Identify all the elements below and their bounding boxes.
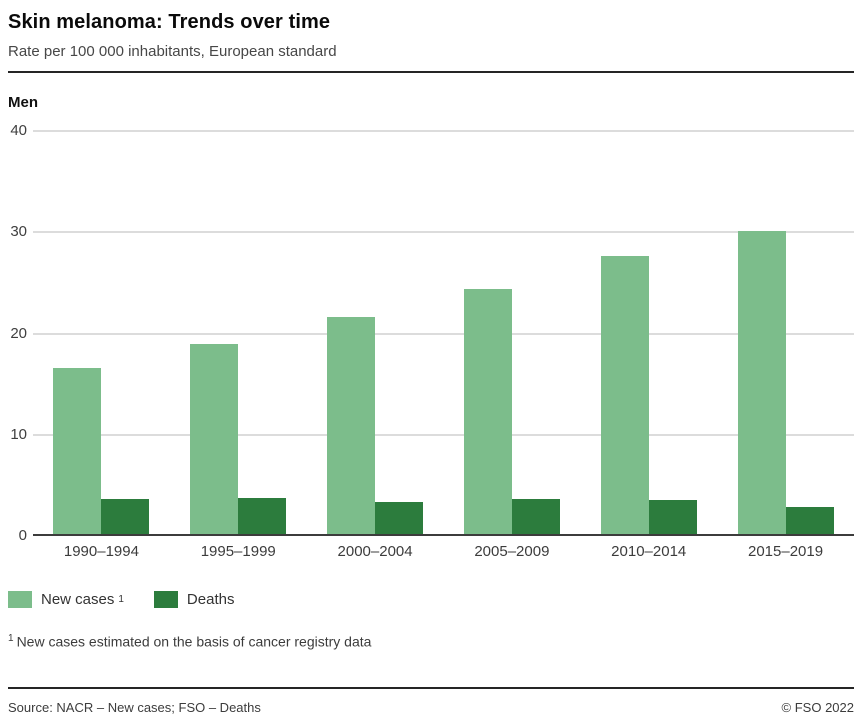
legend-item-deaths: Deaths: [153, 591, 235, 608]
legend-footnote-marker: 1: [118, 594, 124, 605]
bar-new-cases-2010-2014: [600, 255, 649, 536]
footer-source: Source: NACR – New cases; FSO – Deaths: [8, 700, 261, 715]
x-axis-line: [33, 534, 854, 536]
x-tick-label-1990-1994: 1990–1994: [63, 543, 139, 560]
bar-new-cases-2000-2004: [327, 317, 376, 536]
gridline-40: [33, 130, 854, 132]
x-tick-label-1995-1999: 1995–1999: [200, 543, 276, 560]
footer-copyright: © FSO 2022: [781, 700, 854, 715]
legend-label: New cases: [41, 591, 115, 608]
bar-deaths-1990-1994: [101, 498, 150, 536]
legend-swatch-icon: [8, 591, 32, 608]
bar-group-2010-2014: [600, 131, 697, 536]
y-tick-label-40: 40: [10, 122, 27, 139]
bar-group-2000-2004: [327, 131, 424, 536]
footnote: 1 New cases estimated on the basis of can…: [8, 633, 854, 650]
bar-groups: [33, 131, 854, 536]
gridline-10: [33, 433, 854, 436]
header-divider: [8, 71, 854, 73]
bar-chart: 0 10 20 30 40 1990–1994 1995–1999 2000–2004 200…: [8, 122, 854, 560]
plot-area: 0 10 20 30 40: [10, 122, 854, 544]
footer: Source: NACR – New cases; FSO – Deaths ©…: [8, 687, 854, 715]
gridline-20: [33, 332, 854, 335]
footnote-text: New cases estimated on the basis of canc…: [16, 633, 372, 650]
x-tick-label-2005-2009: 2005–2009: [474, 543, 550, 560]
legend-label: Deaths: [186, 591, 235, 608]
footnote-marker: 1: [8, 633, 14, 644]
y-tick-label-20: 20: [10, 324, 27, 342]
page-subtitle: Rate per 100 000 inhabitants, European s…: [8, 43, 337, 60]
bar-deaths-1995-1999: [238, 497, 287, 536]
bar-group-2015-2019: [737, 131, 834, 536]
legend-item-new-cases: New cases 1: [8, 591, 124, 608]
y-tick-label-10: 10: [10, 425, 27, 443]
x-axis-labels: 1990–1994 1995–1999 2000–2004 2005–2009 2010…: [33, 543, 854, 560]
x-tick-label-2000-2004: 2000–2004: [337, 543, 413, 560]
x-tick-label-2015-2019: 2015–2019: [748, 543, 824, 560]
panel-label-men: Men: [8, 94, 38, 111]
page-title: Skin melanoma: Trends over time: [8, 11, 331, 33]
bar-deaths-2005-2009: [511, 498, 560, 536]
x-tick-label-2010-2014: 2010–2014: [611, 543, 687, 560]
gridline-30: [33, 231, 854, 234]
bar-new-cases-2005-2009: [463, 288, 512, 536]
legend-swatch-icon: [153, 591, 178, 608]
bar-group-1990-1994: [53, 131, 150, 536]
bar-deaths-2000-2004: [375, 501, 424, 536]
bar-deaths-2015-2019: [785, 506, 834, 536]
bar-new-cases-1990-1994: [53, 367, 102, 536]
bar-group-2005-2009: [463, 131, 560, 536]
bar-new-cases-1995-1999: [190, 343, 239, 536]
bar-group-1995-1999: [190, 131, 287, 536]
y-tick-label-0: 0: [18, 527, 27, 544]
bar-deaths-2010-2014: [648, 499, 697, 536]
legend: New cases 1 Deaths: [8, 591, 854, 608]
y-tick-label-30: 30: [10, 223, 27, 241]
bar-new-cases-2015-2019: [737, 231, 786, 536]
